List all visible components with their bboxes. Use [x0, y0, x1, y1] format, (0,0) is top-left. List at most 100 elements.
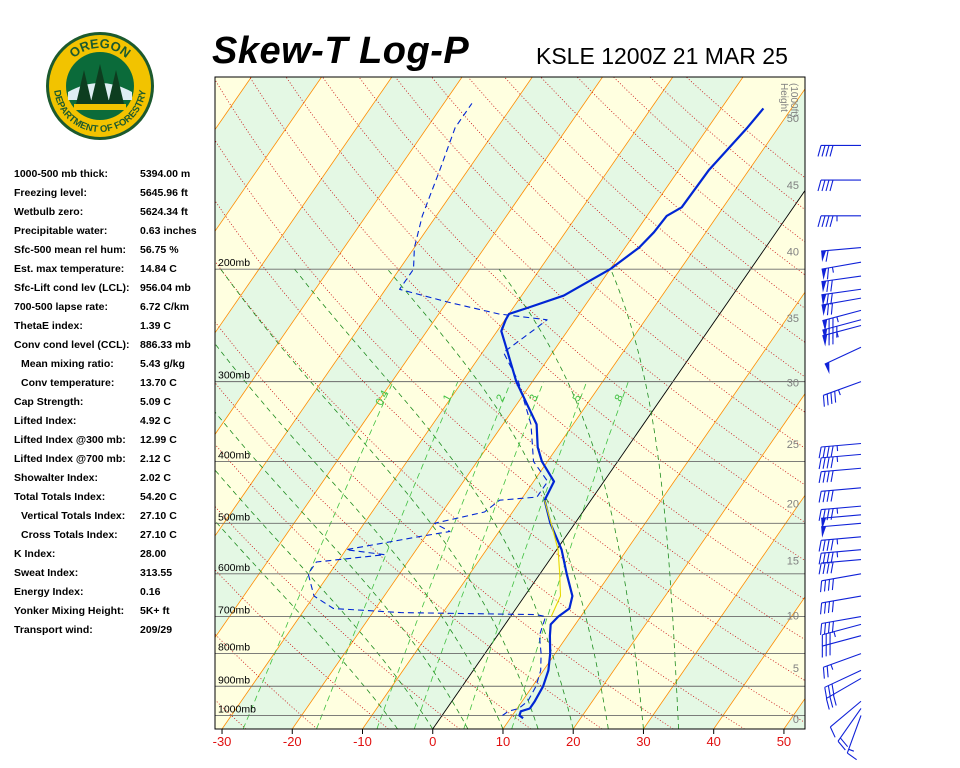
isobar-label: 200mb	[218, 257, 250, 269]
isotherm-band	[222, 77, 744, 729]
moist-adiabat	[610, 269, 679, 729]
height-tick-label: 20	[787, 499, 799, 511]
wind-barb-full	[829, 696, 834, 708]
height-axis-units: (1000ft)	[788, 83, 799, 117]
height-tick-label: 0	[793, 714, 799, 726]
wind-barb	[837, 708, 862, 751]
index-row: Lifted Index: 4.92 C	[14, 415, 214, 434]
wind-barb-flag	[821, 250, 827, 263]
index-row: Mean mixing ratio: 5.43 g/kg	[14, 358, 214, 377]
height-tick-label: 45	[787, 180, 799, 192]
wind-barb-full	[818, 562, 822, 575]
wind-barb	[822, 381, 862, 407]
dry-adiabat	[215, 382, 603, 729]
moist-adiabat	[215, 343, 504, 729]
wind-barb-full	[822, 562, 826, 575]
index-value: 13.70 C	[140, 377, 177, 389]
isotherm-line	[713, 596, 805, 729]
mixing-ratio-line	[511, 381, 629, 729]
sounding-indices-panel: 1000-500 mb thick: 5394.00 m Freezing leve…	[14, 168, 214, 643]
wind-barb-staff	[824, 346, 862, 365]
wind-barb-full	[822, 395, 825, 407]
wind-barb-staff	[821, 573, 862, 582]
wind-barb-full	[820, 580, 823, 593]
wind-barb-full	[827, 601, 831, 613]
index-value: 14.84 C	[140, 263, 177, 275]
isotherm-line	[572, 393, 805, 729]
wind-barb-full	[830, 552, 834, 564]
wind-barb	[817, 179, 861, 192]
index-row: Transport wind: 209/29	[14, 624, 214, 643]
mixing-ratio-label: 2	[494, 393, 507, 404]
mixing-ratio-line	[413, 381, 544, 729]
isotherm-band	[215, 77, 673, 729]
wind-barb-full	[824, 687, 828, 699]
wind-barb-staff	[821, 453, 862, 459]
wind-barb-full	[827, 579, 831, 591]
wind-barb-full	[825, 145, 830, 157]
index-row: Sfc-500 mean rel hum: 56.75 %	[14, 244, 214, 263]
tree-icon	[76, 64, 124, 106]
dry-adiabat	[358, 77, 805, 486]
wind-barb	[821, 288, 862, 306]
wind-barb-full	[830, 392, 833, 404]
x-tick-label: 0	[429, 734, 436, 749]
isotherm-band	[0, 77, 111, 729]
wind-barb-flag	[821, 304, 827, 316]
index-row: Cap Strength: 5.09 C	[14, 396, 214, 415]
wind-barb-flag	[821, 268, 827, 280]
index-value: 6.72 C/km	[140, 301, 190, 313]
index-value: 5K+ ft	[140, 605, 170, 617]
x-tick-label: 20	[566, 734, 580, 749]
height-tick-label: 5	[793, 663, 799, 675]
wind-barb-full	[830, 293, 833, 305]
zero-isotherm	[432, 189, 805, 729]
isotherm-line	[502, 291, 805, 729]
wind-barb-full	[817, 145, 822, 157]
dry-adiabat	[215, 443, 532, 729]
index-row: K Index: 28.00	[14, 548, 214, 567]
moist-adiabat	[215, 520, 398, 729]
wind-barb-full	[826, 280, 829, 293]
x-tick-label: -10	[353, 734, 372, 749]
wind-barb-half	[833, 631, 836, 638]
wind-barb-full	[822, 446, 826, 458]
moist-adiabat	[387, 268, 609, 729]
index-value: 56.75 %	[140, 244, 179, 256]
temperature-trace	[500, 107, 765, 720]
wind-barb-full	[827, 685, 831, 697]
wind-barb-full	[823, 602, 827, 614]
wind-barb-staff	[837, 708, 862, 742]
x-tick-label: -20	[283, 734, 302, 749]
index-value: 2.12 C	[140, 453, 171, 465]
index-row: 1000-500 mb thick: 5394.00 m	[14, 168, 214, 187]
x-tick-label: -30	[213, 734, 232, 749]
isotherm-line	[215, 77, 533, 537]
index-label: Energy Index:	[14, 586, 84, 598]
index-value: 5.43 g/kg	[140, 358, 185, 370]
isotherm-line	[215, 77, 252, 131]
mixing-ratio-line	[376, 381, 512, 729]
chart-title: Skew-T Log-P	[212, 30, 470, 72]
wind-barb-half	[848, 748, 855, 752]
wind-barb-staff	[830, 700, 862, 728]
isotherm-line	[215, 77, 322, 232]
wind-barb-staff	[823, 653, 862, 668]
index-label: Cap Strength:	[14, 396, 84, 408]
wind-barb-full	[829, 179, 834, 192]
index-value: 0.63 inches	[140, 225, 197, 237]
wind-barb-full	[826, 267, 830, 280]
index-label: Transport wind:	[14, 624, 93, 636]
wind-barb-half	[830, 664, 834, 670]
wind-barb-full	[830, 456, 834, 469]
index-label: Freezing level:	[14, 187, 87, 199]
isotherm-band	[783, 698, 805, 729]
index-value: 54.20 C	[140, 491, 177, 503]
isobar-label: 900mb	[218, 674, 250, 686]
wind-barb-staff	[822, 319, 862, 331]
index-label: Yonker Mixing Height:	[14, 605, 125, 617]
height-tick-label: 35	[787, 313, 799, 325]
wind-barb	[818, 442, 862, 459]
dry-adiabat	[504, 77, 805, 343]
index-value: 0.16	[140, 586, 161, 598]
